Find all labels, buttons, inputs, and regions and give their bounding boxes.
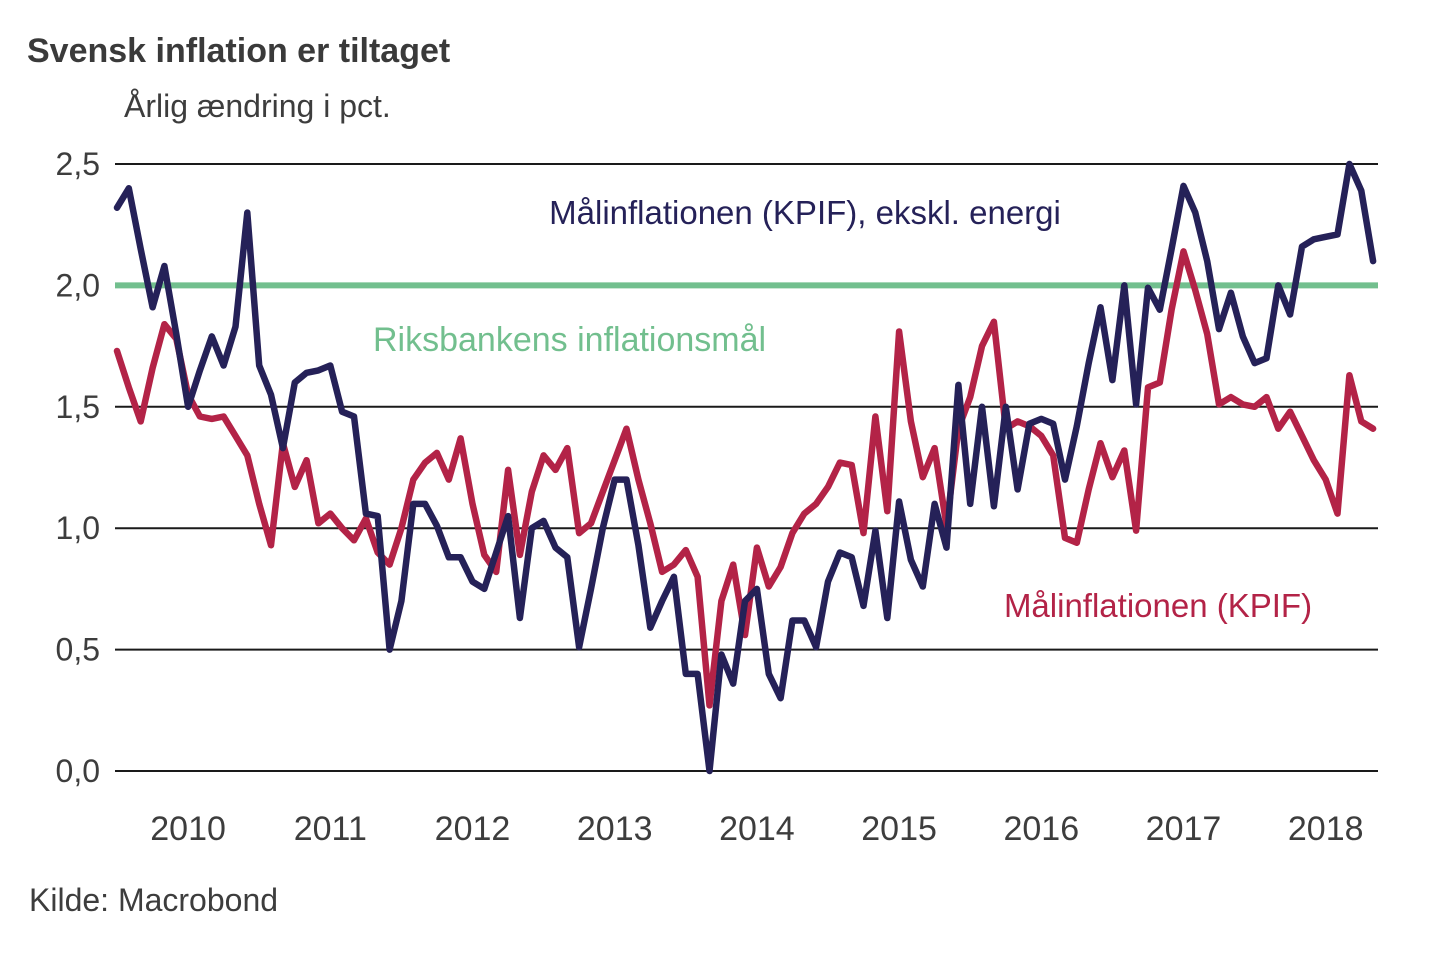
x-axis-label: 2016 <box>1003 810 1079 848</box>
x-axis-label: 2014 <box>719 810 795 848</box>
y-axis-label: 0,5 <box>56 632 100 668</box>
chart-subtitle: Årlig ændring i pct. <box>124 88 391 124</box>
x-axis-label: 2017 <box>1146 810 1222 848</box>
legend-inflation-target: Riksbankens inflationsmål <box>373 321 766 359</box>
kpif-ex-energy-line <box>113 160 1377 775</box>
x-axis-label: 2011 <box>294 810 367 848</box>
x-axis-label: 2012 <box>435 810 511 848</box>
y-axis-label: 2,5 <box>56 146 100 182</box>
y-axis-label: 2,0 <box>56 267 100 303</box>
x-axis-label: 2018 <box>1288 810 1364 848</box>
source-note: Kilde: Macrobond <box>29 882 279 918</box>
x-axis-label: 2015 <box>861 810 937 848</box>
x-axis-label: 2010 <box>150 810 226 848</box>
y-axis-label: 0,0 <box>56 753 100 789</box>
chart-title: Svensk inflation er tiltaget <box>27 32 451 70</box>
x-axis-label: 2013 <box>577 810 653 848</box>
legend-kpif-ex-energy: Målinflationen (KPIF), ekskl. energi <box>549 194 1061 231</box>
kpif-line <box>113 248 1377 709</box>
legend-kpif: Målinflationen (KPIF) <box>1004 587 1312 624</box>
y-axis-label: 1,5 <box>56 389 100 425</box>
y-axis-label: 1,0 <box>56 510 100 546</box>
